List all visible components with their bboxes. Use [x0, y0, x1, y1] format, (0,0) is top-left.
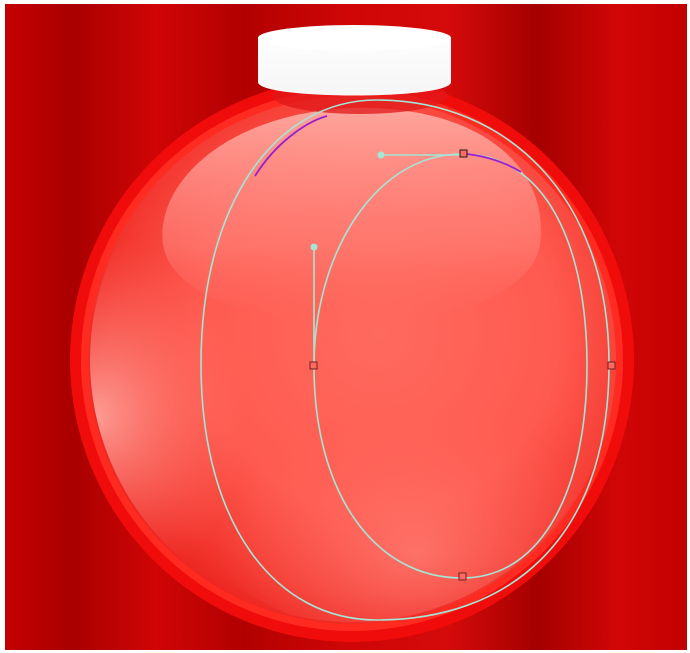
lower-reflection — [175, 314, 614, 622]
cap-top — [258, 25, 450, 51]
handle-endpoint-left[interactable] — [310, 243, 318, 251]
photoshop-canvas[interactable] — [5, 4, 687, 650]
anchor-point-top[interactable] — [459, 149, 468, 158]
selected-segment-right[interactable] — [466, 153, 522, 173]
top-gloss-highlight — [162, 107, 541, 325]
ornament-artwork — [5, 4, 687, 650]
outer-path-curve[interactable] — [200, 99, 610, 621]
anchor-point-right[interactable] — [607, 361, 616, 370]
handle-endpoint-top[interactable] — [377, 151, 385, 159]
anchor-point-bottom[interactable] — [458, 572, 467, 581]
pen-path-overlay[interactable] — [200, 99, 616, 621]
anchor-point-left[interactable] — [309, 361, 318, 370]
selected-segment-left[interactable] — [254, 115, 328, 177]
